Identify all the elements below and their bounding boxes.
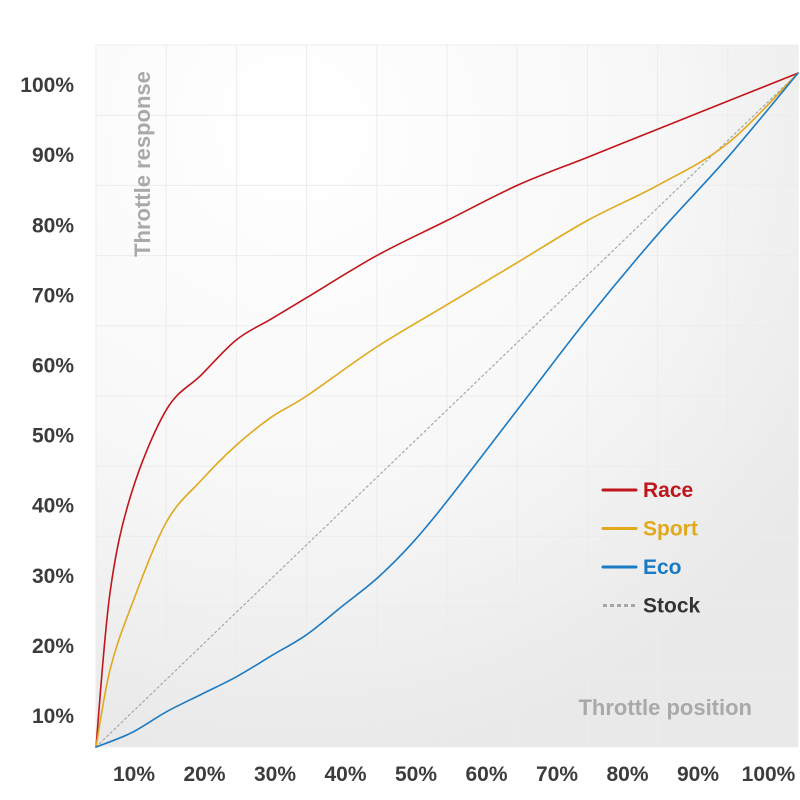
x-tick-label: 10%: [113, 763, 155, 786]
y-tick-label: 60%: [32, 355, 74, 378]
series-line-sport: [95, 72, 799, 748]
y-tick-label: 30%: [32, 565, 74, 588]
x-tick-label: 80%: [606, 763, 648, 786]
legend-label-race: Race: [643, 479, 693, 502]
series-line-stock: [95, 72, 799, 748]
x-tick-label: 100%: [742, 763, 796, 786]
y-tick-label: 100%: [20, 74, 74, 97]
grid-layer: [95, 44, 799, 748]
x-tick-label: 60%: [465, 763, 507, 786]
y-axis-title: Throttle response: [130, 71, 155, 257]
x-tick-label: 30%: [254, 763, 296, 786]
y-tick-label: 20%: [32, 635, 74, 658]
series-line-race: [95, 72, 799, 748]
legend-label-sport: Sport: [643, 518, 698, 541]
y-tick-label: 80%: [32, 214, 74, 237]
y-tick-label: 10%: [32, 705, 74, 728]
x-tick-label: 40%: [324, 763, 366, 786]
y-tick-label: 70%: [32, 284, 74, 307]
series-line-eco: [95, 72, 799, 748]
y-tick-label: 50%: [32, 425, 74, 448]
x-tick-label: 90%: [677, 763, 719, 786]
y-tick-label: 90%: [32, 144, 74, 167]
x-tick-label: 70%: [536, 763, 578, 786]
legend: Race Sport Eco Stock: [601, 479, 701, 618]
series-layer: [95, 72, 799, 748]
legend-label-eco: Eco: [643, 556, 682, 579]
x-tick-label: 20%: [183, 763, 225, 786]
x-axis-title: Throttle position: [578, 695, 752, 720]
y-tick-label: 40%: [32, 495, 74, 518]
x-tick-label: 50%: [395, 763, 437, 786]
tick-layer: 10% 20% 30% 40% 50% 60% 70% 80% 90% 100% 10% 20% 30%…: [20, 74, 795, 786]
legend-label-stock: Stock: [643, 595, 701, 618]
